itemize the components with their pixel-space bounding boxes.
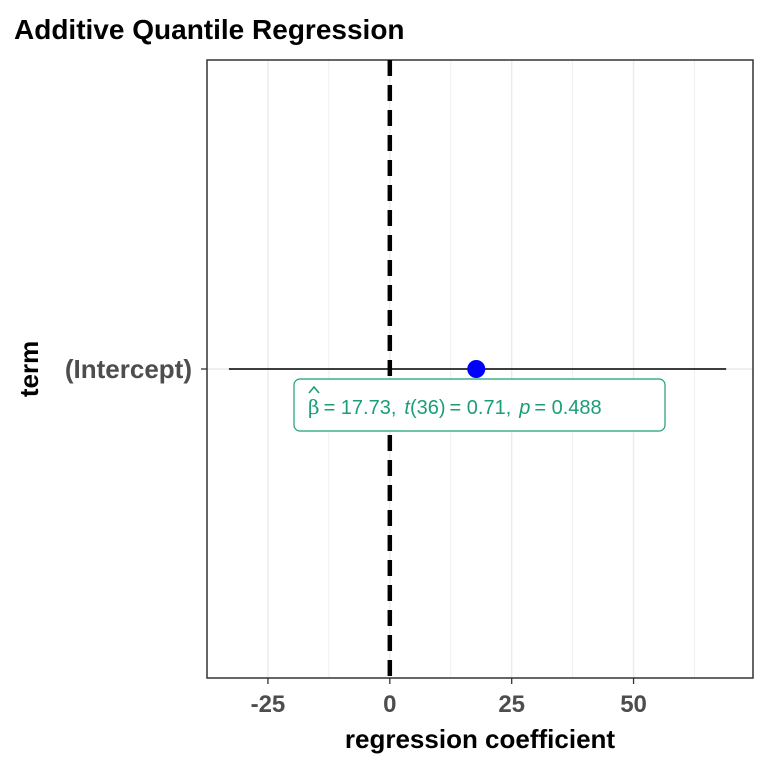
p-value: = 0.488 xyxy=(534,397,601,419)
beta-hat-mark xyxy=(308,385,320,394)
beta-symbol: β xyxy=(308,395,320,419)
chart-title: Additive Quantile Regression xyxy=(14,14,405,45)
t-degrees-of-freedom: (36) xyxy=(410,397,446,419)
estimate-point xyxy=(467,360,486,378)
x-tick-label: -25 xyxy=(251,691,286,718)
y-axis-title: term xyxy=(14,341,44,397)
x-tick-label: 0 xyxy=(383,691,396,718)
estimate-label: β = 17.73, t(36) = 0.71, p = 0.488 xyxy=(308,395,602,419)
estimate-label-box xyxy=(293,378,666,432)
t-value: = 0.71, xyxy=(450,397,512,419)
p-symbol: p xyxy=(518,397,530,419)
axes: -25 0 25 50 (Intercept) xyxy=(65,354,647,718)
x-axis-title: regression coefficient xyxy=(345,724,616,754)
x-tick-label: 50 xyxy=(620,691,647,718)
data-layer xyxy=(228,360,727,378)
annotation-layer: β = 17.73, t(36) = 0.71, p = 0.488 xyxy=(293,378,666,432)
beta-value: = 17.73, xyxy=(324,397,397,419)
x-tick-label: 25 xyxy=(498,691,525,718)
y-tick-label: (Intercept) xyxy=(65,354,192,384)
t-symbol: t xyxy=(404,397,411,419)
